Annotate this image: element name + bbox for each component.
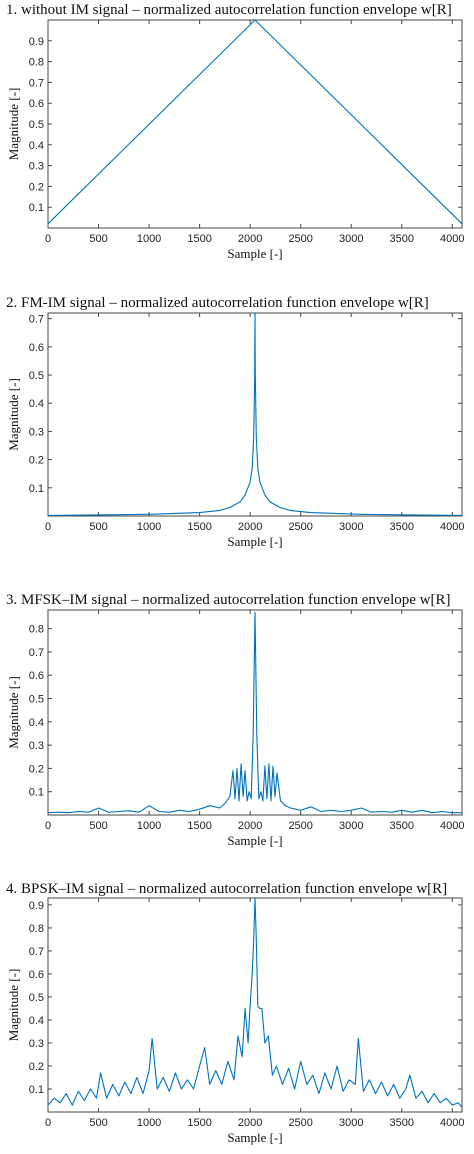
- y-axis-label: Magnitude [-]: [6, 88, 21, 161]
- y-axis-label: Magnitude [-]: [6, 378, 21, 451]
- x-tick-label: 2500: [288, 820, 312, 832]
- chart-title: 2. FM-IM signal – normalized autocorrela…: [6, 295, 429, 311]
- x-tick-label: 500: [89, 521, 107, 533]
- x-tick-label: 4000: [440, 1117, 464, 1129]
- y-tick-label: 0.4: [29, 398, 44, 410]
- y-tick-label: 0.7: [29, 314, 44, 326]
- y-tick-label: 0.2: [29, 455, 44, 467]
- y-axis-label: Magnitude [-]: [6, 676, 21, 749]
- x-tick-label: 1500: [187, 521, 211, 533]
- y-tick-label: 0.8: [29, 57, 44, 69]
- x-tick-label: 3500: [390, 1117, 414, 1129]
- chart-title: 4. BPSK–IM signal – normalized autocorre…: [6, 881, 447, 897]
- y-tick-label: 0.6: [29, 969, 44, 981]
- chart-panel-1: 1. without IM signal – normalized autoco…: [6, 2, 465, 261]
- y-tick-label: 0.5: [29, 694, 44, 706]
- x-tick-label: 3500: [390, 820, 414, 832]
- y-tick-label: 0.1: [29, 202, 44, 214]
- y-tick-label: 0.2: [29, 181, 44, 193]
- x-tick-label: 0: [45, 820, 51, 832]
- y-tick-label: 0.1: [29, 483, 44, 495]
- y-tick-label: 0.5: [29, 370, 44, 382]
- x-tick-label: 2500: [288, 1117, 312, 1129]
- chart-panel-3: 3. MFSK–IM signal – normalized autocorre…: [6, 592, 465, 848]
- x-tick-label: 4000: [440, 521, 464, 533]
- x-tick-label: 1000: [137, 233, 161, 245]
- x-axis-label: Sample [-]: [227, 246, 282, 261]
- x-tick-label: 3500: [390, 233, 414, 245]
- y-tick-label: 0.6: [29, 342, 44, 354]
- y-tick-label: 0.9: [29, 900, 44, 912]
- x-tick-label: 2000: [238, 233, 262, 245]
- x-tick-label: 1500: [187, 820, 211, 832]
- y-tick-label: 0.8: [29, 624, 44, 636]
- y-tick-label: 0.3: [29, 161, 44, 173]
- y-tick-label: 0.4: [29, 717, 44, 729]
- x-tick-label: 2500: [288, 233, 312, 245]
- x-tick-label: 4000: [440, 820, 464, 832]
- x-tick-label: 3000: [339, 521, 363, 533]
- x-axis-label: Sample [-]: [227, 534, 282, 549]
- x-tick-label: 1000: [137, 1117, 161, 1129]
- chart-title: 1. without IM signal – normalized autoco…: [6, 2, 452, 18]
- y-tick-label: 0.5: [29, 119, 44, 131]
- x-tick-label: 0: [45, 521, 51, 533]
- x-tick-label: 1500: [187, 233, 211, 245]
- series-line: [47, 897, 463, 1108]
- y-tick-label: 0.3: [29, 426, 44, 438]
- y-tick-label: 0.7: [29, 946, 44, 958]
- x-tick-label: 3000: [339, 1117, 363, 1129]
- y-tick-label: 0.4: [29, 140, 44, 152]
- x-tick-label: 4000: [440, 233, 464, 245]
- plot-area: [47, 19, 463, 229]
- y-tick-label: 0.6: [29, 670, 44, 682]
- x-tick-label: 500: [89, 233, 107, 245]
- y-tick-label: 0.1: [29, 787, 44, 799]
- x-axis-label: Sample [-]: [227, 833, 282, 848]
- y-tick-label: 0.1: [29, 1084, 44, 1096]
- x-tick-label: 0: [45, 1117, 51, 1129]
- x-axis-label: Sample [-]: [227, 1130, 282, 1145]
- chart-panel-2: 2. FM-IM signal – normalized autocorrela…: [6, 295, 465, 549]
- x-tick-label: 2000: [238, 820, 262, 832]
- x-tick-label: 1000: [137, 820, 161, 832]
- x-tick-label: 2000: [238, 521, 262, 533]
- y-axis-label: Magnitude [-]: [6, 969, 21, 1042]
- x-tick-label: 3000: [339, 820, 363, 832]
- chart-panel-4: 4. BPSK–IM signal – normalized autocorre…: [6, 881, 465, 1145]
- y-tick-label: 0.5: [29, 992, 44, 1004]
- x-tick-label: 500: [89, 820, 107, 832]
- y-tick-label: 0.4: [29, 1015, 44, 1027]
- y-tick-label: 0.7: [29, 77, 44, 89]
- y-tick-label: 0.3: [29, 740, 44, 752]
- series-line: [47, 19, 463, 225]
- plot-area: [47, 897, 463, 1113]
- series-line: [47, 611, 462, 814]
- y-tick-label: 0.9: [29, 36, 44, 48]
- x-tick-label: 3500: [390, 521, 414, 533]
- y-tick-label: 0.6: [29, 98, 44, 110]
- y-tick-label: 0.8: [29, 923, 44, 935]
- x-tick-label: 1000: [137, 521, 161, 533]
- y-tick-label: 0.2: [29, 1061, 44, 1073]
- x-tick-label: 3000: [339, 233, 363, 245]
- x-tick-label: 0: [45, 233, 51, 245]
- y-tick-label: 0.3: [29, 1038, 44, 1050]
- y-tick-label: 0.7: [29, 647, 44, 659]
- y-tick-label: 0.2: [29, 763, 44, 775]
- x-tick-label: 500: [89, 1117, 107, 1129]
- x-tick-label: 2500: [288, 521, 312, 533]
- x-tick-label: 1500: [187, 1117, 211, 1129]
- x-tick-label: 2000: [238, 1117, 262, 1129]
- series-line: [47, 312, 463, 516]
- chart-title: 3. MFSK–IM signal – normalized autocorre…: [6, 592, 451, 608]
